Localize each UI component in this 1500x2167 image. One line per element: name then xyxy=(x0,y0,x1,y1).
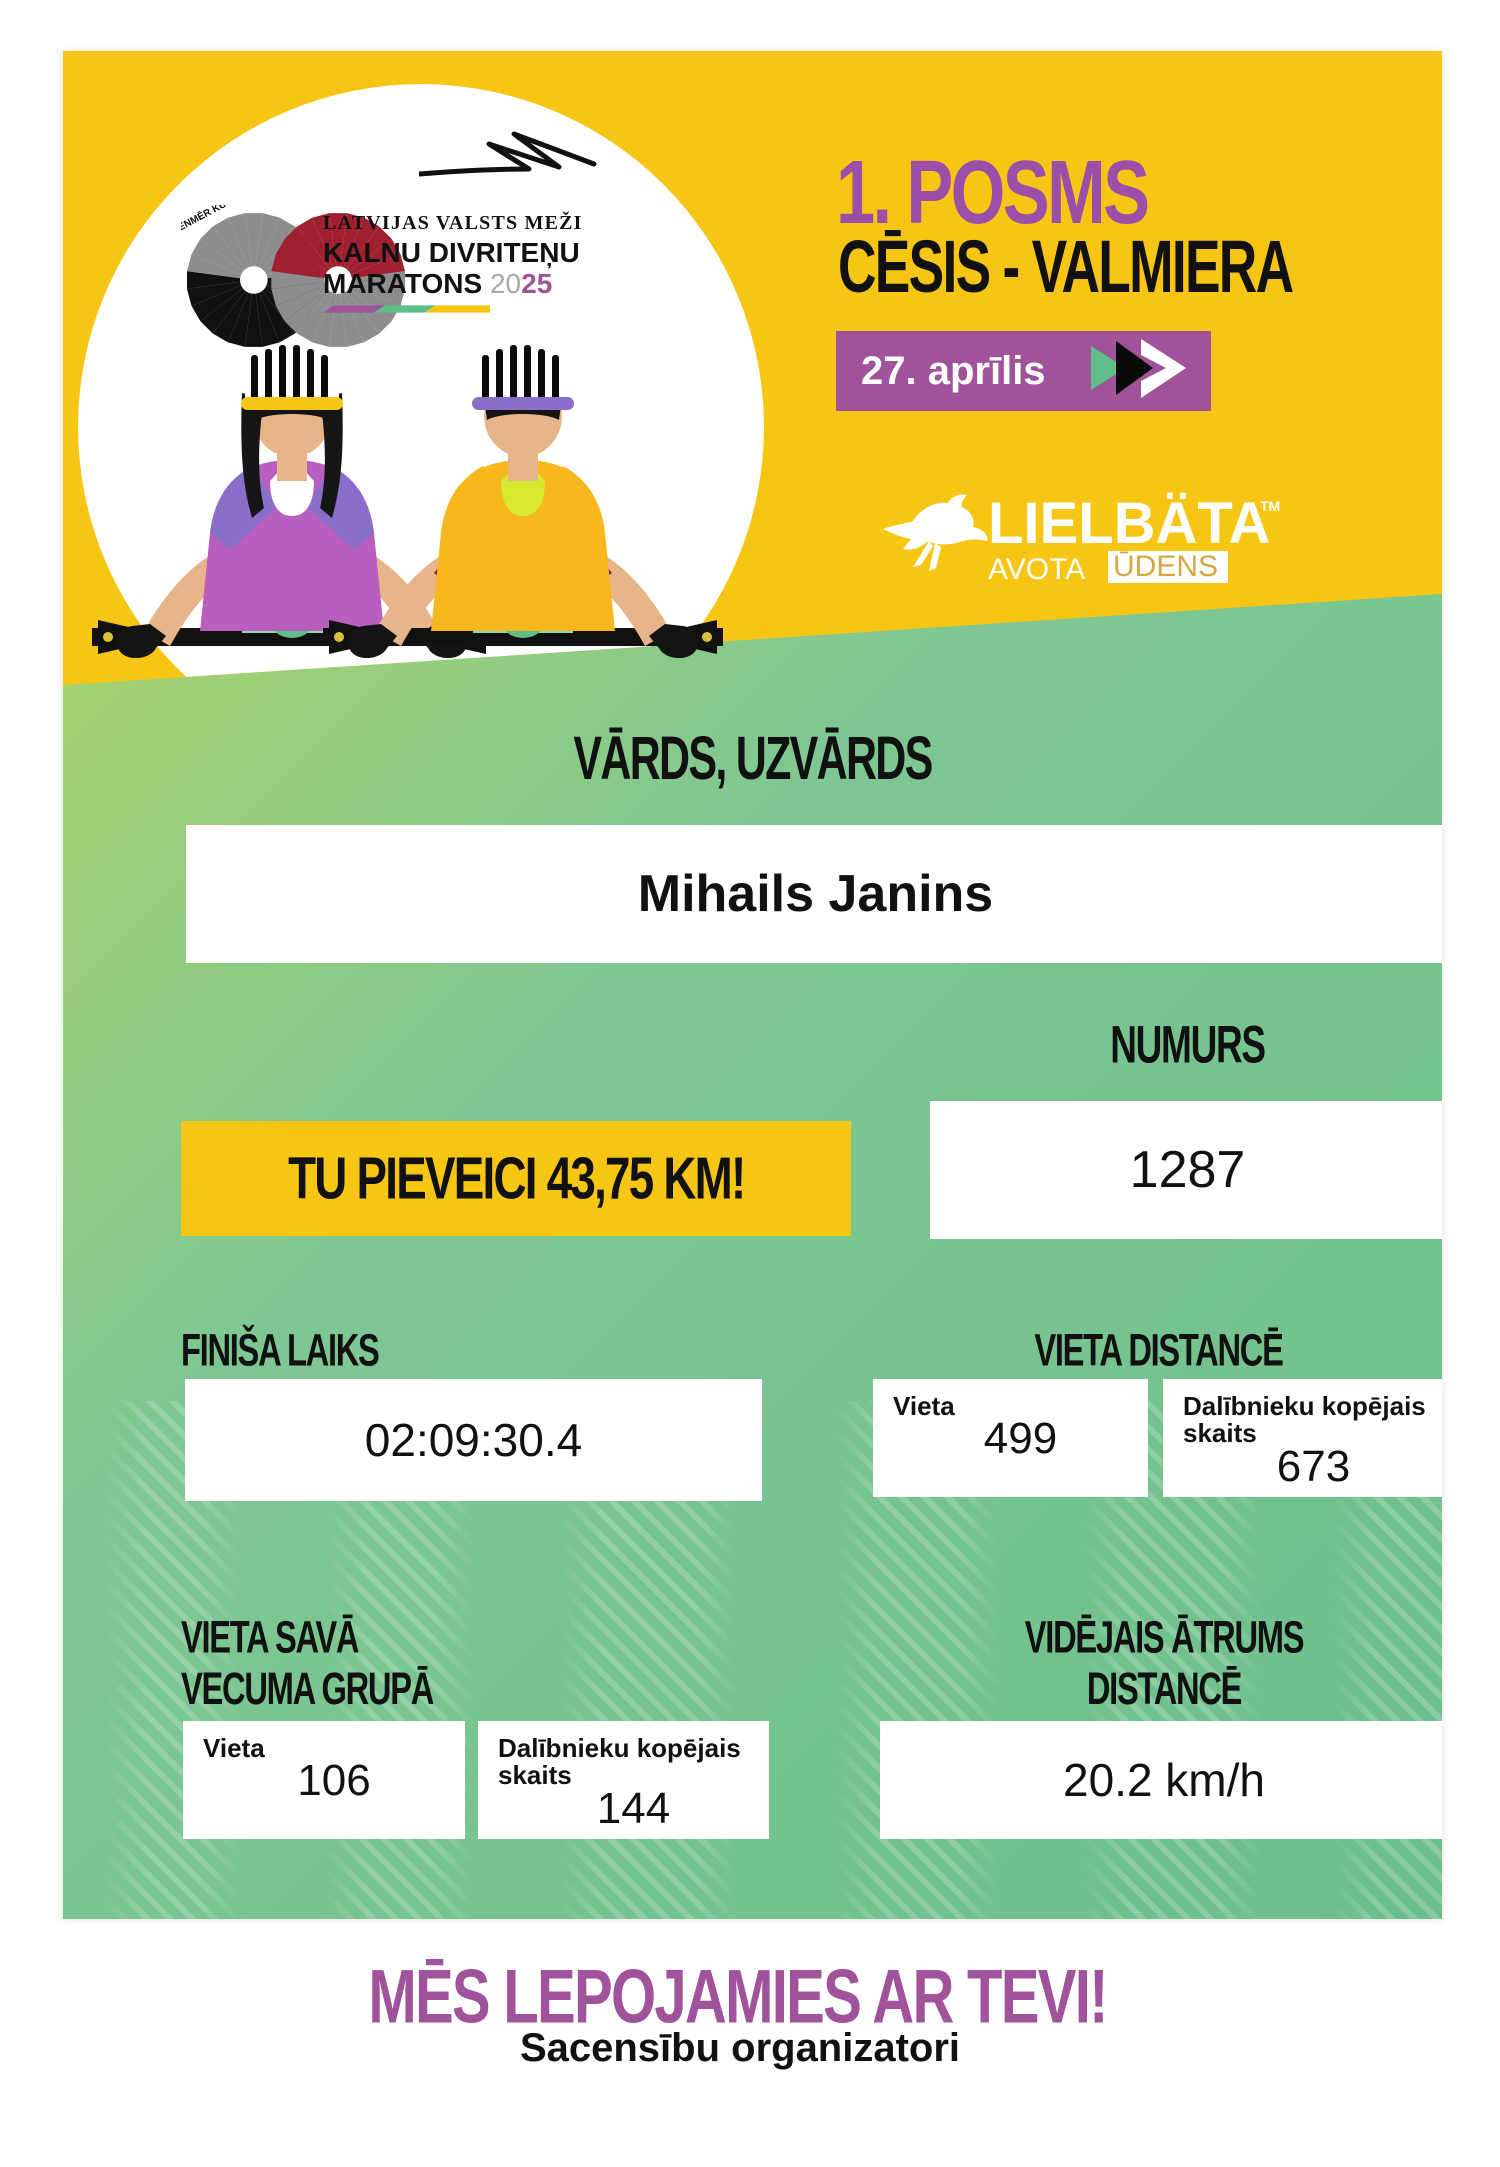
svg-text:LIELBÄTA: LIELBÄTA xyxy=(988,491,1270,556)
svg-text:AVOTA: AVOTA xyxy=(988,553,1085,586)
svg-text:TM: TM xyxy=(1260,498,1280,514)
svg-text:ŪDENS: ŪDENS xyxy=(1113,550,1218,583)
